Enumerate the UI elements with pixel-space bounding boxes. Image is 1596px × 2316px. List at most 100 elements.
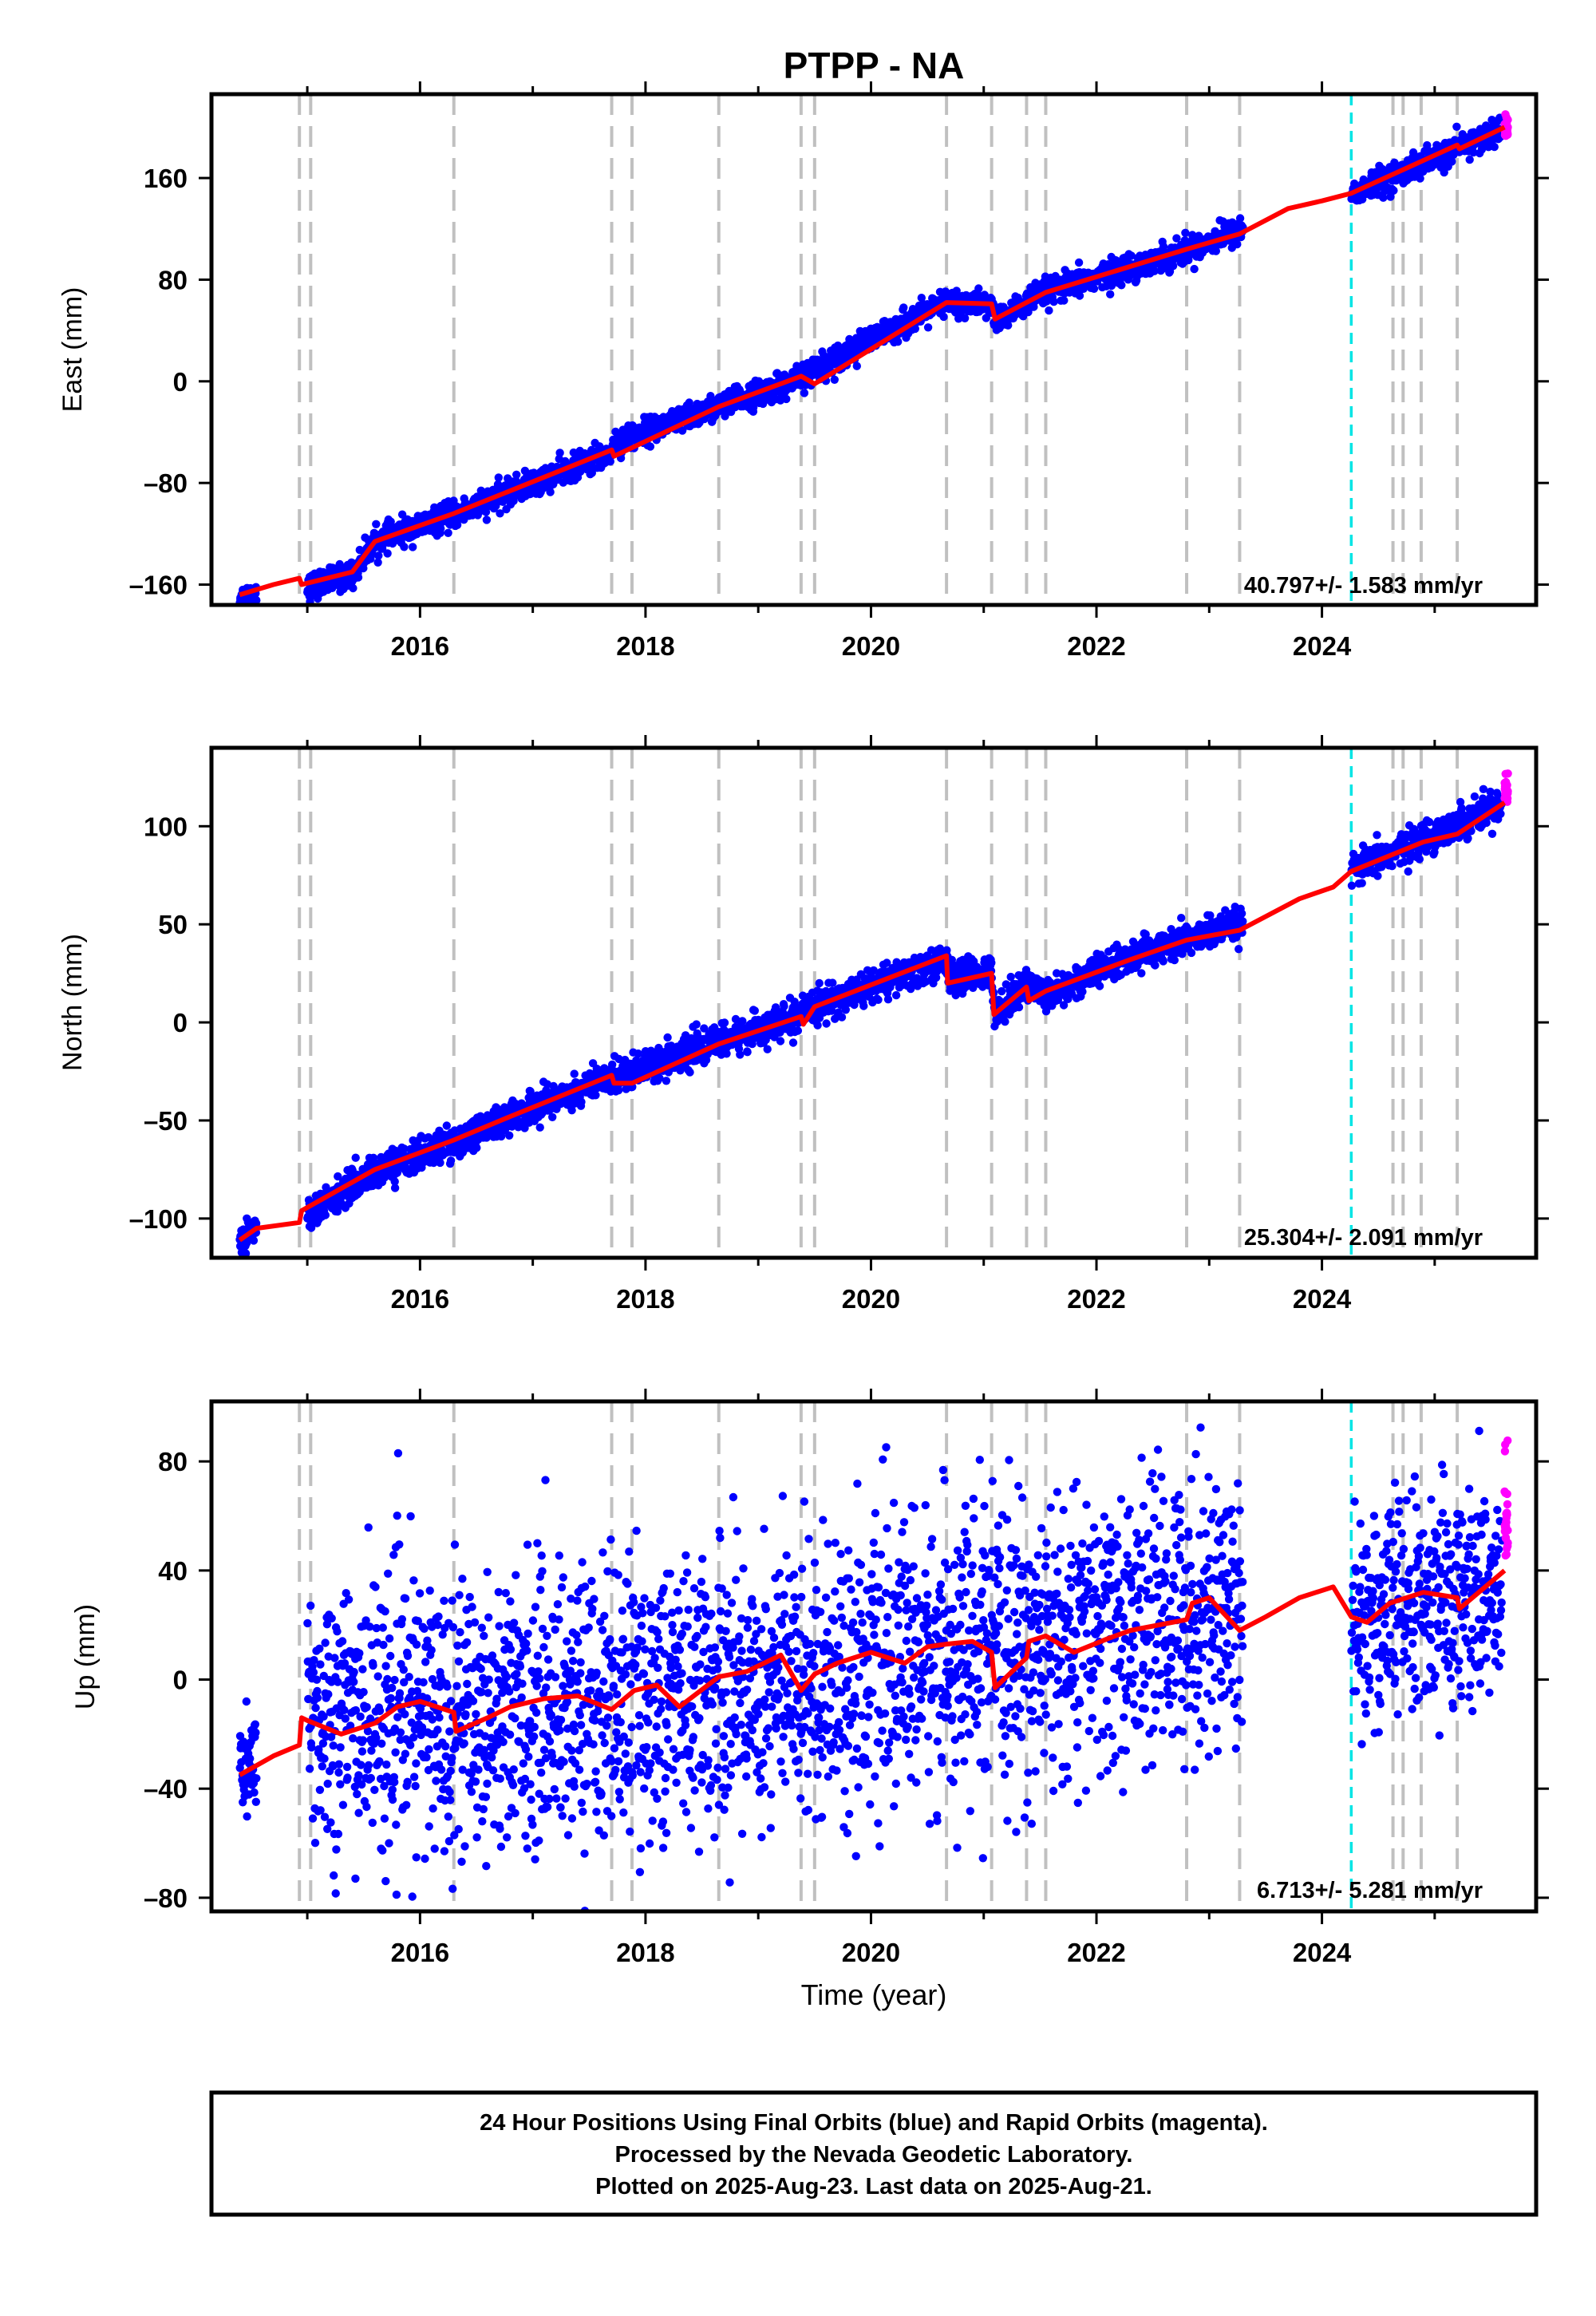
east-final-orbit-point bbox=[397, 510, 407, 519]
north-final-orbit-point bbox=[700, 1024, 709, 1033]
north-final-orbit-point bbox=[390, 1177, 399, 1186]
north-final-orbit-point bbox=[722, 1049, 731, 1058]
north-final-orbit-point bbox=[535, 1123, 544, 1132]
north-final-orbit-point bbox=[663, 1033, 672, 1042]
east-plot-area bbox=[235, 94, 1512, 605]
east-final-orbit-point bbox=[1089, 284, 1099, 293]
north-final-orbit-point bbox=[685, 1068, 694, 1077]
north-final-orbit-point bbox=[738, 1017, 747, 1026]
east-final-orbit-point bbox=[400, 543, 409, 551]
north-final-orbit-point bbox=[841, 1006, 851, 1014]
east-final-orbit-point bbox=[1188, 231, 1197, 239]
east-final-orbit-point bbox=[1172, 234, 1181, 243]
north-final-orbit-point bbox=[249, 1236, 259, 1245]
east-x-tick-label: 2020 bbox=[842, 631, 900, 661]
north-final-orbit-point bbox=[1001, 1018, 1009, 1026]
north-final-orbit-point bbox=[351, 1153, 360, 1162]
east-final-orbit-point bbox=[911, 324, 920, 334]
north-final-orbit-point bbox=[446, 1156, 456, 1165]
east-final-orbit-point bbox=[1465, 155, 1474, 164]
east-final-orbit-point bbox=[1106, 290, 1115, 298]
east-rate-label: 40.797+/- 1.583 mm/yr bbox=[1244, 573, 1483, 599]
east-final-orbit-point bbox=[546, 488, 555, 496]
east-final-orbit-point bbox=[1075, 291, 1084, 300]
east-final-orbit-point bbox=[1379, 193, 1388, 202]
north-final-orbit-point bbox=[837, 1013, 847, 1022]
north-final-orbit-point bbox=[926, 946, 936, 954]
north-final-orbit-point bbox=[333, 1207, 342, 1216]
east-final-orbit-point bbox=[555, 449, 564, 457]
north-final-orbit-point bbox=[390, 1184, 400, 1192]
east-final-orbit-point bbox=[923, 323, 933, 332]
east-final-orbit-point bbox=[496, 509, 504, 518]
east-final-orbit-point bbox=[1150, 267, 1159, 275]
north-final-orbit-point bbox=[1014, 1002, 1024, 1012]
east-final-orbit-point bbox=[1117, 281, 1126, 290]
north-final-orbit-point bbox=[567, 1106, 576, 1115]
north-final-orbit-point bbox=[472, 1144, 481, 1152]
north-final-orbit-point bbox=[748, 1039, 757, 1049]
east-final-orbit-point bbox=[1060, 296, 1069, 305]
north-final-orbit-point bbox=[241, 1249, 251, 1258]
east-final-orbit-point bbox=[1235, 214, 1245, 223]
north-final-orbit-point bbox=[321, 1211, 330, 1219]
east-final-orbit-point bbox=[1490, 142, 1499, 152]
east-final-orbit-point bbox=[952, 287, 961, 295]
east-final-orbit-point bbox=[1416, 174, 1424, 183]
north-final-orbit-point bbox=[750, 1006, 759, 1015]
north-final-orbit-point bbox=[883, 958, 891, 967]
east-y-tick-label: –160 bbox=[129, 571, 188, 600]
east-final-orbit-point bbox=[1477, 145, 1487, 154]
east-final-orbit-point bbox=[409, 543, 417, 551]
north-final-orbit-point bbox=[692, 1020, 701, 1029]
north-final-orbit-point bbox=[662, 1077, 671, 1085]
east-final-orbit-point bbox=[974, 284, 983, 293]
north-final-orbit-point bbox=[815, 978, 824, 988]
north-final-orbit-point bbox=[548, 1113, 557, 1122]
north-final-orbit-point bbox=[334, 1172, 342, 1181]
north-final-orbit-point bbox=[761, 1035, 770, 1045]
east-rapid-orbit-point bbox=[1503, 130, 1512, 139]
north-final-orbit-point bbox=[969, 983, 978, 993]
north-final-orbit-point bbox=[1006, 972, 1015, 982]
east-final-orbit-point bbox=[252, 596, 261, 605]
north-final-orbit-point bbox=[505, 1131, 514, 1140]
east-final-orbit-point bbox=[437, 524, 445, 533]
north-final-orbit-point bbox=[788, 1038, 798, 1047]
east-final-orbit-point bbox=[349, 583, 358, 593]
north-final-orbit-point bbox=[306, 1223, 316, 1232]
north-final-orbit-point bbox=[608, 1060, 617, 1069]
east-y-tick-label: 80 bbox=[158, 265, 188, 294]
north-final-orbit-point bbox=[496, 1132, 506, 1141]
east-final-orbit-point bbox=[954, 314, 963, 323]
east-final-orbit-point bbox=[960, 314, 970, 322]
east-final-orbit-point bbox=[939, 312, 948, 322]
east-final-orbit-point bbox=[894, 338, 903, 346]
north-final-orbit-point bbox=[577, 1097, 586, 1106]
east-final-orbit-point bbox=[1448, 157, 1456, 166]
north-final-orbit-point bbox=[813, 1021, 822, 1030]
north-final-orbit-point bbox=[793, 1026, 803, 1035]
east-final-orbit-point bbox=[373, 558, 382, 567]
north-final-orbit-point bbox=[828, 978, 837, 987]
north-final-orbit-point bbox=[743, 1048, 752, 1057]
east-rapid-orbit-point bbox=[1503, 123, 1512, 132]
east-model-curve bbox=[239, 124, 1506, 598]
east-final-orbit-point bbox=[482, 516, 492, 524]
east-y-tick-label: 160 bbox=[144, 164, 188, 193]
east-final-orbit-point bbox=[355, 545, 364, 555]
north-final-orbit-point bbox=[442, 1121, 451, 1130]
north-final-orbit-point bbox=[859, 1002, 868, 1010]
north-final-orbit-point bbox=[655, 1073, 664, 1083]
chart-title: PTPP - NA bbox=[784, 45, 965, 86]
east-final-orbit-point bbox=[1469, 148, 1478, 157]
north-final-orbit-point bbox=[614, 1086, 623, 1095]
north-final-orbit-point bbox=[874, 995, 883, 1005]
east-x-tick-label: 2022 bbox=[1067, 631, 1125, 661]
north-final-orbit-point bbox=[591, 1091, 600, 1100]
north-final-orbit-point bbox=[869, 966, 879, 975]
east-final-orbit-point bbox=[374, 551, 383, 560]
east-final-orbit-point bbox=[494, 473, 503, 482]
